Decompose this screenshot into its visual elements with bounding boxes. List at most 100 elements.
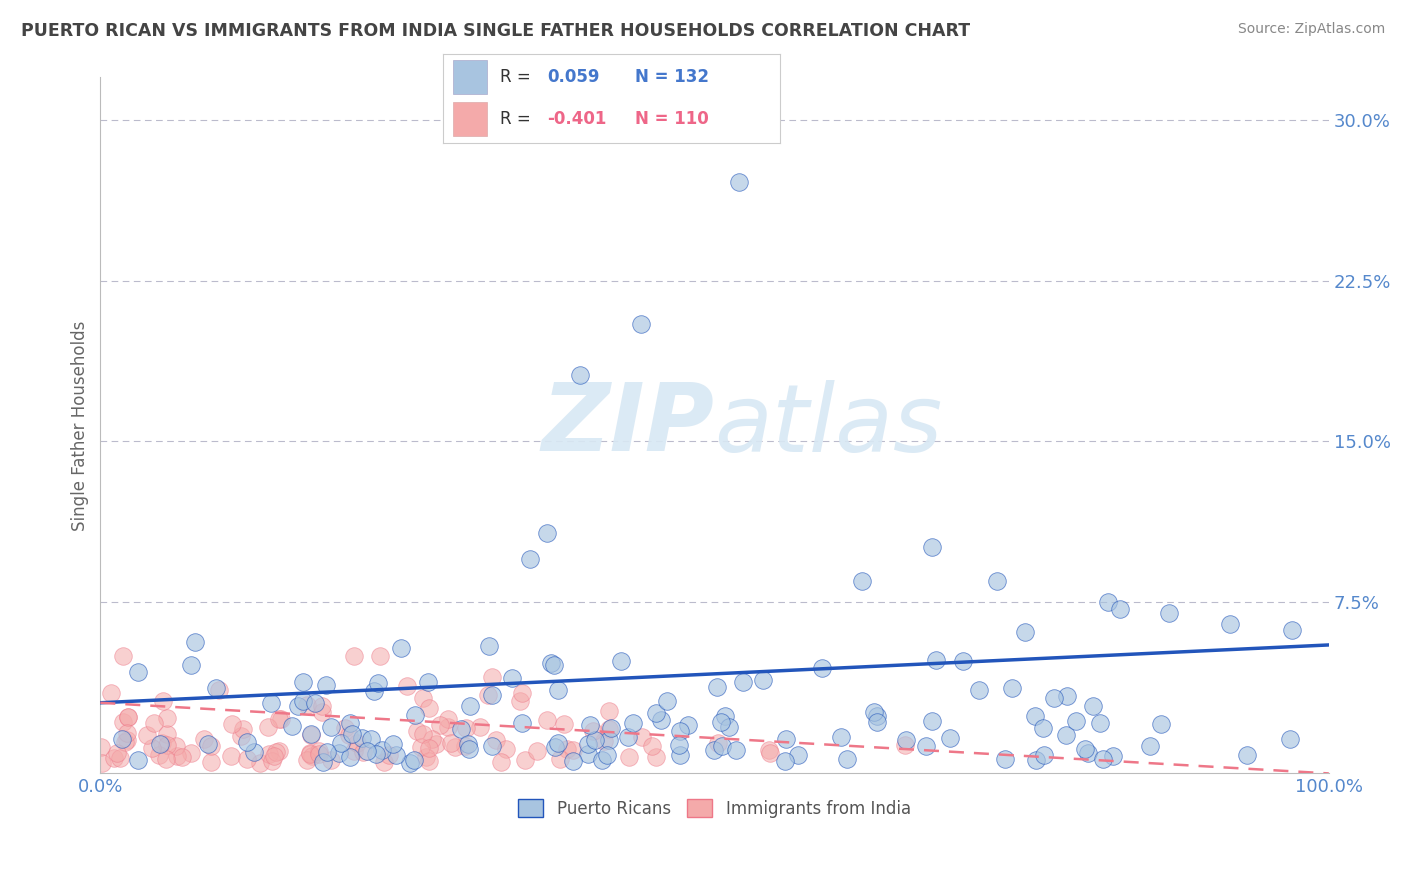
Immigrants from India (117, 710, 139, 724)
Puerto Ricans (543, 657, 565, 672)
Puerto Ricans (775, 732, 797, 747)
Puerto Ricans (1056, 689, 1078, 703)
Puerto Ricans (915, 739, 938, 753)
Immigrants from India (536, 713, 558, 727)
Immigrants from India (311, 705, 333, 719)
Puerto Ricans (536, 525, 558, 540)
Puerto Ricans (184, 635, 207, 649)
Puerto Ricans (547, 683, 569, 698)
Puerto Ricans (830, 731, 852, 745)
Immigrants from India (418, 701, 440, 715)
Immigrants from India (444, 739, 467, 754)
Puerto Ricans (540, 656, 562, 670)
Immigrants from India (481, 670, 503, 684)
Puerto Ricans (1219, 616, 1241, 631)
Immigrants from India (454, 739, 477, 753)
Puerto Ricans (1278, 732, 1301, 747)
Puerto Ricans (1074, 742, 1097, 756)
Puerto Ricans (481, 688, 503, 702)
Immigrants from India (148, 747, 170, 762)
Puerto Ricans (925, 653, 948, 667)
Puerto Ricans (725, 743, 748, 757)
Text: -0.401: -0.401 (547, 110, 607, 128)
Immigrants from India (593, 733, 616, 747)
Puerto Ricans (596, 747, 619, 762)
Immigrants from India (295, 753, 318, 767)
Puerto Ricans (291, 693, 314, 707)
Puerto Ricans (630, 317, 652, 331)
Text: N = 110: N = 110 (636, 110, 709, 128)
Immigrants from India (319, 753, 342, 767)
Immigrants from India (200, 739, 222, 753)
Puerto Ricans (921, 540, 943, 554)
Immigrants from India (406, 724, 429, 739)
Immigrants from India (395, 679, 418, 693)
Puerto Ricans (149, 738, 172, 752)
Immigrants from India (301, 748, 323, 763)
Puerto Ricans (1102, 748, 1125, 763)
Immigrants from India (378, 748, 401, 763)
Bar (453, 60, 486, 94)
Immigrants from India (526, 744, 548, 758)
Immigrants from India (617, 750, 640, 764)
Immigrants from India (172, 750, 194, 764)
Puerto Ricans (450, 722, 472, 736)
Immigrants from India (232, 723, 254, 737)
Immigrants from India (409, 739, 432, 754)
Puerto Ricans (576, 737, 599, 751)
Puerto Ricans (645, 706, 668, 721)
Immigrants from India (221, 717, 243, 731)
Text: N = 132: N = 132 (636, 68, 709, 86)
Puerto Ricans (617, 730, 640, 744)
Puerto Ricans (385, 747, 408, 762)
Immigrants from India (429, 718, 451, 732)
Puerto Ricans (668, 738, 690, 752)
Puerto Ricans (591, 753, 613, 767)
Puerto Ricans (773, 754, 796, 768)
Puerto Ricans (328, 746, 350, 760)
Immigrants from India (155, 752, 177, 766)
Puerto Ricans (650, 713, 672, 727)
Puerto Ricans (356, 744, 378, 758)
Immigrants from India (352, 745, 374, 759)
Immigrants from India (553, 717, 575, 731)
Puerto Ricans (416, 674, 439, 689)
Puerto Ricans (458, 698, 481, 713)
Puerto Ricans (894, 732, 917, 747)
Immigrants from India (706, 736, 728, 750)
Immigrants from India (422, 731, 444, 746)
Puerto Ricans (851, 574, 873, 588)
Puerto Ricans (544, 739, 567, 754)
Immigrants from India (105, 746, 128, 760)
Immigrants from India (267, 712, 290, 726)
Puerto Ricans (1054, 728, 1077, 742)
Puerto Ricans (1088, 715, 1111, 730)
Puerto Ricans (967, 683, 990, 698)
Puerto Ricans (127, 665, 149, 679)
Immigrants from India (436, 720, 458, 734)
Puerto Ricans (304, 696, 326, 710)
Immigrants from India (108, 751, 131, 765)
Puerto Ricans (315, 745, 337, 759)
Puerto Ricans (657, 694, 679, 708)
Immigrants from India (373, 756, 395, 770)
Puerto Ricans (866, 715, 889, 730)
Puerto Ricans (811, 661, 834, 675)
Text: R =: R = (501, 110, 536, 128)
Immigrants from India (136, 728, 159, 742)
Puerto Ricans (1077, 746, 1099, 760)
Immigrants from India (257, 720, 280, 734)
Puerto Ricans (1032, 722, 1054, 736)
Immigrants from India (555, 742, 578, 756)
Immigrants from India (208, 682, 231, 697)
Puerto Ricans (579, 718, 602, 732)
Puerto Ricans (1043, 691, 1066, 706)
Puerto Ricans (340, 726, 363, 740)
Immigrants from India (346, 736, 368, 750)
Immigrants from India (311, 699, 333, 714)
Puerto Ricans (1001, 681, 1024, 695)
Puerto Ricans (339, 750, 361, 764)
Puerto Ricans (623, 715, 645, 730)
Immigrants from India (485, 733, 508, 747)
Puerto Ricans (1024, 709, 1046, 723)
